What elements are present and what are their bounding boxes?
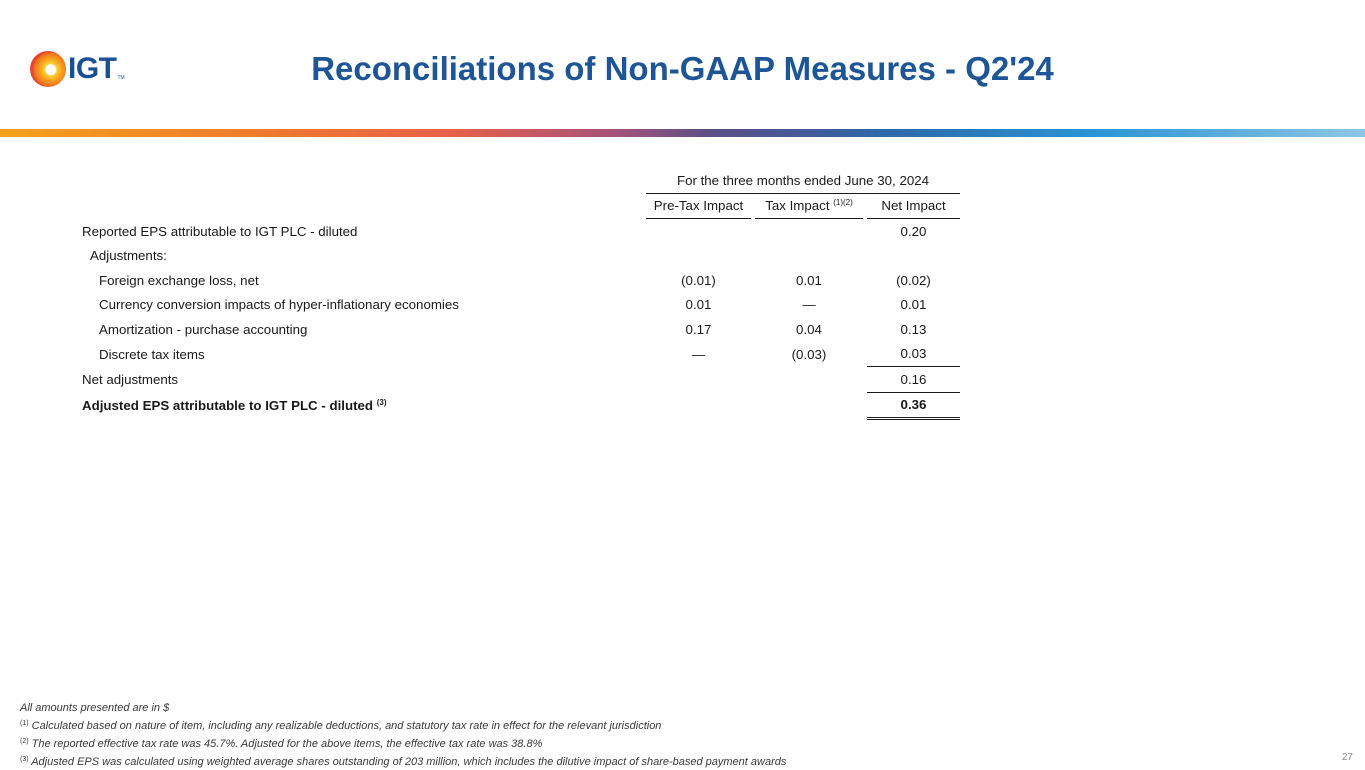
decorative-gradient-band [0,129,1365,137]
column-header-tax: Tax Impact (1)(2) [755,193,863,219]
table-row: Currency conversion impacts of hyper-inf… [82,293,960,318]
net-value: 0.36 [867,392,960,420]
page-title: Reconciliations of Non-GAAP Measures - Q… [311,50,1054,87]
igt-logo: IGT TM [30,51,125,87]
row-label: Adjustments: [90,248,167,264]
net-value: 0.13 [900,321,927,337]
tax-value: 0.01 [796,272,822,288]
table-period-header-row: For the three months ended June 30, 2024 [82,168,960,194]
net-value: 0.03 [867,341,960,367]
row-label: Discrete tax items [99,346,205,362]
period-header: For the three months ended June 30, 2024 [646,168,960,194]
pre-tax-value [646,392,751,419]
tax-value [755,392,863,419]
row-label: Net adjustments [82,371,179,387]
table-row: Net adjustments 0.16 [82,366,960,393]
table-row: Adjustments: [82,244,960,269]
footnote-2: (2) The reported effective tax rate was … [20,738,543,750]
net-value [867,244,960,269]
row-label: Reported EPS attributable to IGT PLC - d… [82,223,358,239]
net-value: 0.01 [900,297,927,313]
pre-tax-value: — [691,346,706,362]
row-label: Adjusted EPS attributable to IGT PLC - d… [82,397,387,413]
row-label: Foreign exchange loss, net [99,272,259,288]
pre-tax-value [646,244,751,269]
footnote-3: (3) Adjusted EPS was calculated using we… [20,756,787,768]
net-value: 0.20 [900,223,927,239]
row-label: Currency conversion impacts of hyper-inf… [99,297,459,313]
tax-value: 0.04 [796,321,822,337]
page-number: 27 [1341,752,1353,763]
column-header-net: Net Impact [867,193,960,219]
footnotes: All amounts presented are in $ (1) Calcu… [20,701,786,770]
tax-footnote-ref: (1)(2) [833,198,853,208]
table-column-header-row: Pre-Tax Impact Tax Impact (1)(2) Net Imp… [82,193,960,219]
footnote-1: (1) Calculated based on nature of item, … [20,720,662,732]
logo-trademark: TM [117,75,125,81]
reconciliation-table: For the three months ended June 30, 2024… [82,168,960,420]
pre-tax-value: 0.01 [685,297,712,313]
tax-value [755,219,863,244]
table-row: Discrete tax items — (0.03) 0.03 [82,341,960,367]
pre-tax-value: (0.01) [681,272,716,288]
pre-tax-value [646,219,751,244]
tax-value: (0.03) [791,346,827,362]
column-header-pre-tax: Pre-Tax Impact [646,193,751,219]
logo-text: IGT [68,52,117,85]
table-row: Foreign exchange loss, net (0.01) 0.01 (… [82,268,960,293]
net-value: 0.16 [867,366,960,393]
table-row: Amortization - purchase accounting 0.17 … [82,317,960,342]
footnote-ref: (3) [376,397,387,407]
table-row-total: Adjusted EPS attributable to IGT PLC - d… [82,392,960,420]
pre-tax-value [646,367,751,393]
row-label: Amortization - purchase accounting [99,321,308,337]
footnote-intro: All amounts presented are in $ [20,702,170,714]
net-value: (0.02) [896,272,931,288]
igt-sun-icon [30,51,66,87]
table-row: Reported EPS attributable to IGT PLC - d… [82,219,960,244]
pre-tax-value: 0.17 [685,321,712,337]
tax-value [755,367,863,393]
tax-value [755,244,863,269]
tax-value: — [802,297,816,313]
